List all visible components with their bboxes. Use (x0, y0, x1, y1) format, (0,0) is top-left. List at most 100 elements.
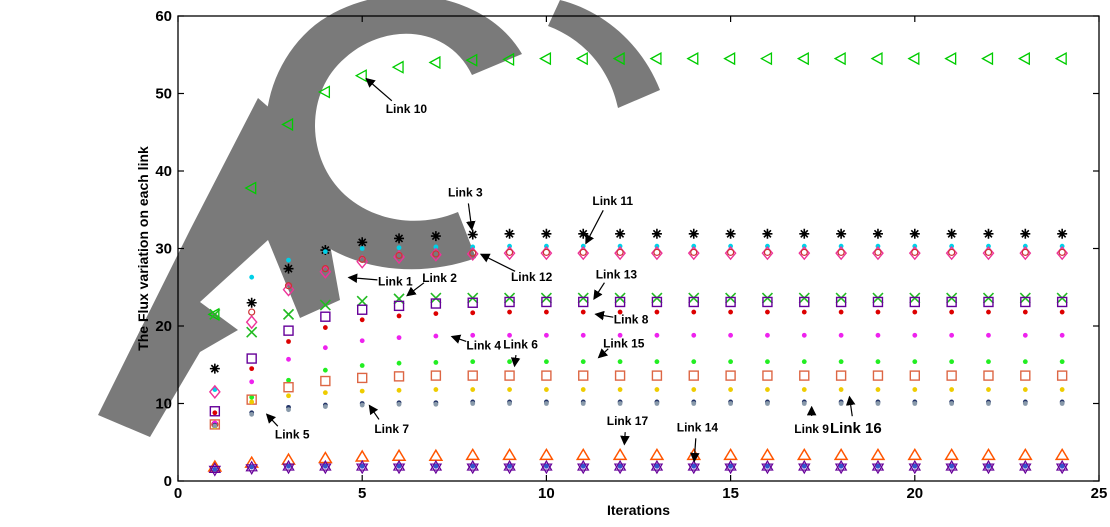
point-link-4 (470, 332, 476, 338)
point-link-4 (322, 345, 328, 351)
arrow-link-10 (365, 77, 393, 102)
arrow-link-12 (479, 253, 516, 272)
point-link-10 (465, 53, 478, 67)
point-link-15 (838, 359, 844, 365)
arrow-link-13 (593, 282, 605, 301)
point-link-15 (728, 359, 733, 365)
arrow-link-11 (585, 210, 604, 245)
point-link-8 (249, 366, 255, 372)
point-link-4 (507, 332, 512, 338)
point-link-8 (691, 309, 697, 315)
point-link-14 (687, 459, 700, 471)
point-link-15 (396, 360, 402, 366)
point-link-13 (504, 296, 515, 308)
point-link-13 (320, 311, 331, 322)
point-link-10 (760, 52, 773, 66)
point-link-6 (430, 370, 442, 381)
point-link-3 (836, 228, 847, 239)
point-link-13 (541, 296, 552, 308)
point-link-5 (396, 463, 402, 469)
point-link-1 (432, 250, 440, 258)
x-tick-label: 15 (722, 485, 739, 502)
point-link-13 (246, 353, 257, 364)
point-link-5 (470, 463, 476, 469)
point-link-5 (286, 463, 291, 469)
x-axis-title: Iterations (607, 502, 670, 518)
point-link-15 (433, 360, 439, 365)
point-link-1 (321, 265, 329, 273)
point-link-9 (507, 401, 512, 406)
point-link-8 (507, 309, 512, 315)
point-link-14 (650, 459, 664, 471)
point-link-17 (944, 447, 959, 461)
point-link-4 (544, 332, 549, 338)
point-link-6 (872, 370, 884, 381)
point-link-3 (615, 228, 626, 239)
point-link-2 (246, 326, 258, 338)
point-link-6 (357, 372, 368, 384)
point-link-1 (984, 248, 993, 256)
point-link-14 (466, 459, 479, 471)
point-link-6 (835, 370, 847, 381)
point-link-3 (467, 229, 478, 240)
point-link-14 (319, 459, 332, 471)
point-link-16 (580, 387, 586, 392)
point-link-12 (245, 315, 258, 330)
point-link-4 (801, 332, 807, 338)
point-link-2 (209, 308, 221, 320)
point-link-3 (909, 228, 920, 239)
point-link-9 (654, 401, 660, 406)
axis-ticks: 0 5 10 15 20 25 0 10 20 30 40 50 60 (155, 8, 1107, 502)
point-link-5 (322, 463, 328, 469)
annotation-link-13: Link 13 (596, 268, 638, 282)
x-tick-label: 10 (538, 485, 555, 502)
point-link-17 (870, 447, 886, 461)
point-link-16 (654, 387, 660, 392)
point-link-10 (612, 52, 625, 66)
point-link-17 (907, 447, 923, 461)
point-link-9 (580, 401, 586, 406)
point-link-15 (470, 359, 476, 365)
point-link-6 (688, 370, 699, 381)
point-link-13 (835, 296, 847, 308)
annotation-link-3: Link 3 (448, 186, 483, 200)
point-link-9 (875, 401, 881, 406)
point-link-8 (433, 311, 439, 316)
point-link-16 (617, 387, 623, 392)
point-link-3 (246, 297, 257, 308)
point-link-17 (465, 447, 481, 461)
point-link-15 (1059, 359, 1065, 365)
point-link-16 (801, 387, 807, 392)
point-link-9 (912, 401, 918, 406)
arrow-link-4 (450, 334, 467, 344)
point-link-5 (249, 464, 255, 470)
point-link-8 (654, 309, 660, 315)
point-link-17 (649, 447, 665, 461)
point-link-15 (986, 359, 991, 365)
point-link-4 (875, 332, 881, 338)
point-link-4 (986, 332, 991, 338)
point-link-14 (908, 459, 922, 471)
point-link-4 (654, 332, 660, 338)
x-tick-label: 20 (906, 485, 923, 502)
y-tick-label: 20 (155, 318, 172, 335)
point-link-11 (249, 274, 255, 280)
point-link-15 (322, 367, 328, 373)
point-link-13 (357, 304, 368, 315)
point-link-10 (539, 52, 552, 66)
point-link-1 (1021, 248, 1029, 256)
point-link-13 (725, 296, 736, 308)
point-link-10 (649, 52, 662, 66)
point-link-4 (286, 356, 291, 362)
point-link-4 (1059, 332, 1065, 338)
point-link-15 (617, 359, 623, 365)
point-link-3 (983, 228, 994, 239)
arrow-link-15 (597, 348, 609, 359)
point-link-8 (728, 309, 733, 315)
point-link-3 (725, 228, 736, 239)
point-link-8 (544, 309, 549, 315)
point-link-1 (690, 248, 698, 256)
point-link-5 (1059, 463, 1065, 469)
point-link-14 (798, 459, 811, 471)
